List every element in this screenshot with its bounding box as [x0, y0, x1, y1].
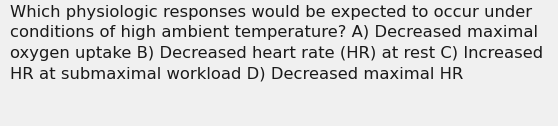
- Text: Which physiologic responses would be expected to occur under
conditions of high : Which physiologic responses would be exp…: [10, 5, 543, 81]
